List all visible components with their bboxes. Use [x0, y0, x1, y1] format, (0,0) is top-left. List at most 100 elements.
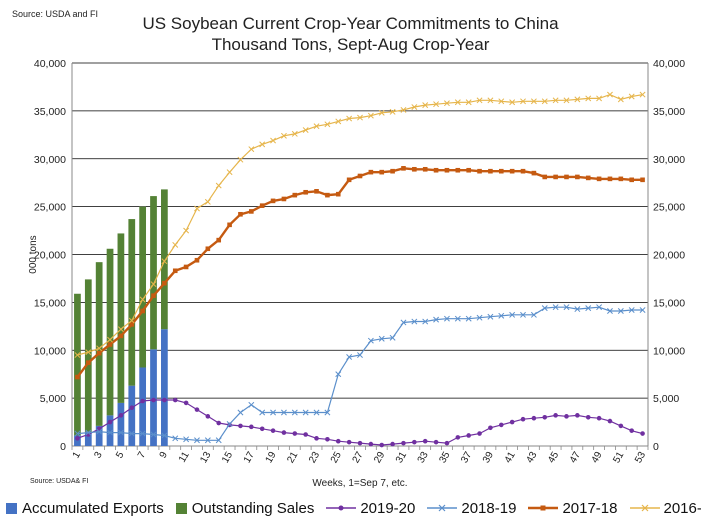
- point-2018-19: [552, 304, 559, 311]
- point-2019-20: [629, 428, 634, 433]
- point-2018-19: [324, 409, 331, 416]
- point-2018-19: [465, 315, 472, 322]
- point-2018-19: [280, 409, 287, 416]
- point-2016-17: [194, 205, 200, 212]
- x-tick-label: 37: [459, 450, 474, 466]
- x-tick-label: 1: [71, 450, 84, 461]
- point-2017-18: [607, 176, 613, 182]
- point-2019-20: [335, 438, 341, 444]
- point-2018-19: [400, 319, 407, 326]
- point-2018-19: [85, 429, 92, 436]
- point-2017-18: [270, 198, 276, 204]
- point-2018-19: [487, 313, 494, 320]
- x-tick-label: 47: [568, 450, 583, 466]
- point-2017-18: [281, 196, 287, 202]
- point-2019-20: [422, 438, 428, 444]
- y-tick-label: 5,000: [40, 393, 66, 405]
- bar-accumulated-exports: [106, 415, 114, 446]
- point-2018-19: [378, 335, 385, 342]
- point-2018-19: [291, 409, 298, 416]
- point-2019-20: [270, 428, 276, 433]
- point-2019-20: [75, 436, 80, 441]
- legend-line-2019-20: [326, 505, 357, 511]
- point-2017-18: [401, 166, 406, 171]
- point-2017-18: [249, 209, 254, 214]
- point-2016-17: [248, 146, 255, 153]
- point-2018-19: [541, 305, 548, 312]
- point-2019-20: [259, 426, 265, 432]
- point-2019-20: [564, 414, 569, 419]
- point-2016-17: [639, 91, 646, 98]
- point-2018-19: [422, 318, 429, 325]
- point-2018-19: [585, 305, 592, 312]
- y-tick-label: 15,000: [34, 297, 66, 309]
- y2-tick-label: 20,000: [653, 250, 685, 262]
- point-2019-20: [379, 442, 385, 448]
- point-2016-17: [346, 115, 353, 122]
- x-tick-label: 9: [158, 450, 171, 461]
- legend-label-2018-19: 2018-19: [461, 499, 517, 517]
- point-2018-19: [346, 353, 353, 360]
- y-tick-label: 35,000: [34, 106, 66, 118]
- legend-swatch-accumulated-exports: [6, 502, 17, 514]
- x-tick-label: 29: [372, 450, 387, 466]
- point-2016-17: [443, 100, 450, 107]
- point-2019-20: [314, 436, 319, 441]
- y2-tick-label: 0: [653, 441, 659, 453]
- point-2016-17: [487, 97, 494, 104]
- chart-subtitle: Thousand Tons, Sept-Aug Crop-Year: [211, 35, 490, 54]
- y2-tick-label: 35,000: [653, 106, 685, 118]
- point-2018-19: [498, 312, 505, 319]
- point-2018-19: [161, 432, 168, 439]
- point-2017-18: [151, 293, 156, 298]
- point-2017-18: [412, 166, 417, 172]
- point-2019-20: [129, 405, 135, 411]
- point-2017-18: [509, 168, 515, 174]
- x-tick-label: 41: [503, 450, 518, 466]
- point-2016-17: [204, 198, 211, 205]
- point-2019-20: [107, 419, 113, 425]
- y2-tick-label: 25,000: [653, 202, 685, 214]
- legend-item-2016-17: 2016-17: [629, 500, 701, 517]
- point-2016-17: [541, 98, 548, 105]
- point-2019-20: [140, 398, 145, 404]
- point-2018-19: [389, 334, 396, 341]
- point-2016-17: [270, 137, 277, 144]
- point-2018-19: [476, 314, 483, 321]
- point-2019-20: [151, 397, 156, 403]
- bar-accumulated-exports: [161, 329, 168, 446]
- legend-line-2018-19: [427, 504, 458, 512]
- point-2019-20: [303, 432, 308, 437]
- point-2017-18: [379, 169, 385, 175]
- point-2018-19: [204, 437, 211, 444]
- y2-tick-label: 10,000: [653, 345, 685, 357]
- point-2019-20: [575, 413, 580, 418]
- point-2019-20: [238, 423, 243, 429]
- chart-legend: Accumulated Exports Outstanding Sales 20…: [6, 496, 701, 520]
- point-2017-18: [629, 177, 634, 183]
- point-2018-19: [226, 421, 233, 427]
- point-2016-17: [107, 336, 113, 343]
- point-2017-18: [303, 189, 308, 195]
- point-2016-17: [324, 121, 331, 128]
- bar-accumulated-exports: [95, 425, 103, 446]
- point-2018-19: [433, 316, 440, 323]
- point-2018-19: [237, 409, 244, 416]
- point-2018-19: [259, 409, 266, 416]
- x-tick-label: 27: [351, 450, 366, 466]
- point-2018-19: [617, 308, 624, 314]
- point-2018-19: [139, 430, 146, 437]
- point-2016-17: [509, 99, 516, 106]
- point-2019-20: [281, 430, 287, 435]
- point-2017-18: [335, 191, 341, 197]
- point-2016-17: [607, 91, 613, 98]
- point-2019-20: [412, 439, 417, 445]
- chart-title: US Soybean Current Crop-Year Commitments…: [142, 14, 559, 33]
- y2-tick-label: 15,000: [653, 297, 685, 309]
- y-tick-label: 0: [60, 441, 66, 453]
- x-tick-label: 21: [285, 450, 300, 466]
- point-2017-18: [205, 246, 211, 252]
- point-2019-20: [542, 414, 548, 420]
- point-2016-17: [617, 96, 624, 103]
- point-2019-20: [194, 407, 200, 412]
